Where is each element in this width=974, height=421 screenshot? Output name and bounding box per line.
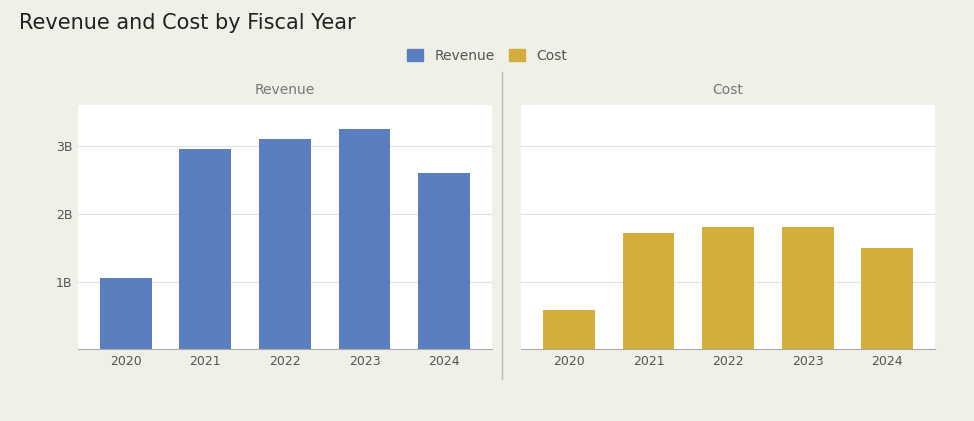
Bar — [339, 129, 391, 349]
Bar — [179, 149, 231, 349]
Text: Revenue and Cost by Fiscal Year: Revenue and Cost by Fiscal Year — [19, 13, 356, 33]
Bar — [702, 227, 754, 349]
Bar — [418, 173, 470, 349]
Title: Revenue: Revenue — [255, 83, 315, 97]
Bar — [622, 233, 674, 349]
Bar — [782, 226, 834, 349]
Bar — [259, 139, 311, 349]
Bar — [861, 248, 914, 349]
Legend: Revenue, Cost: Revenue, Cost — [402, 45, 572, 67]
Title: Cost: Cost — [713, 83, 743, 97]
Bar — [99, 278, 152, 349]
Bar — [543, 310, 595, 349]
